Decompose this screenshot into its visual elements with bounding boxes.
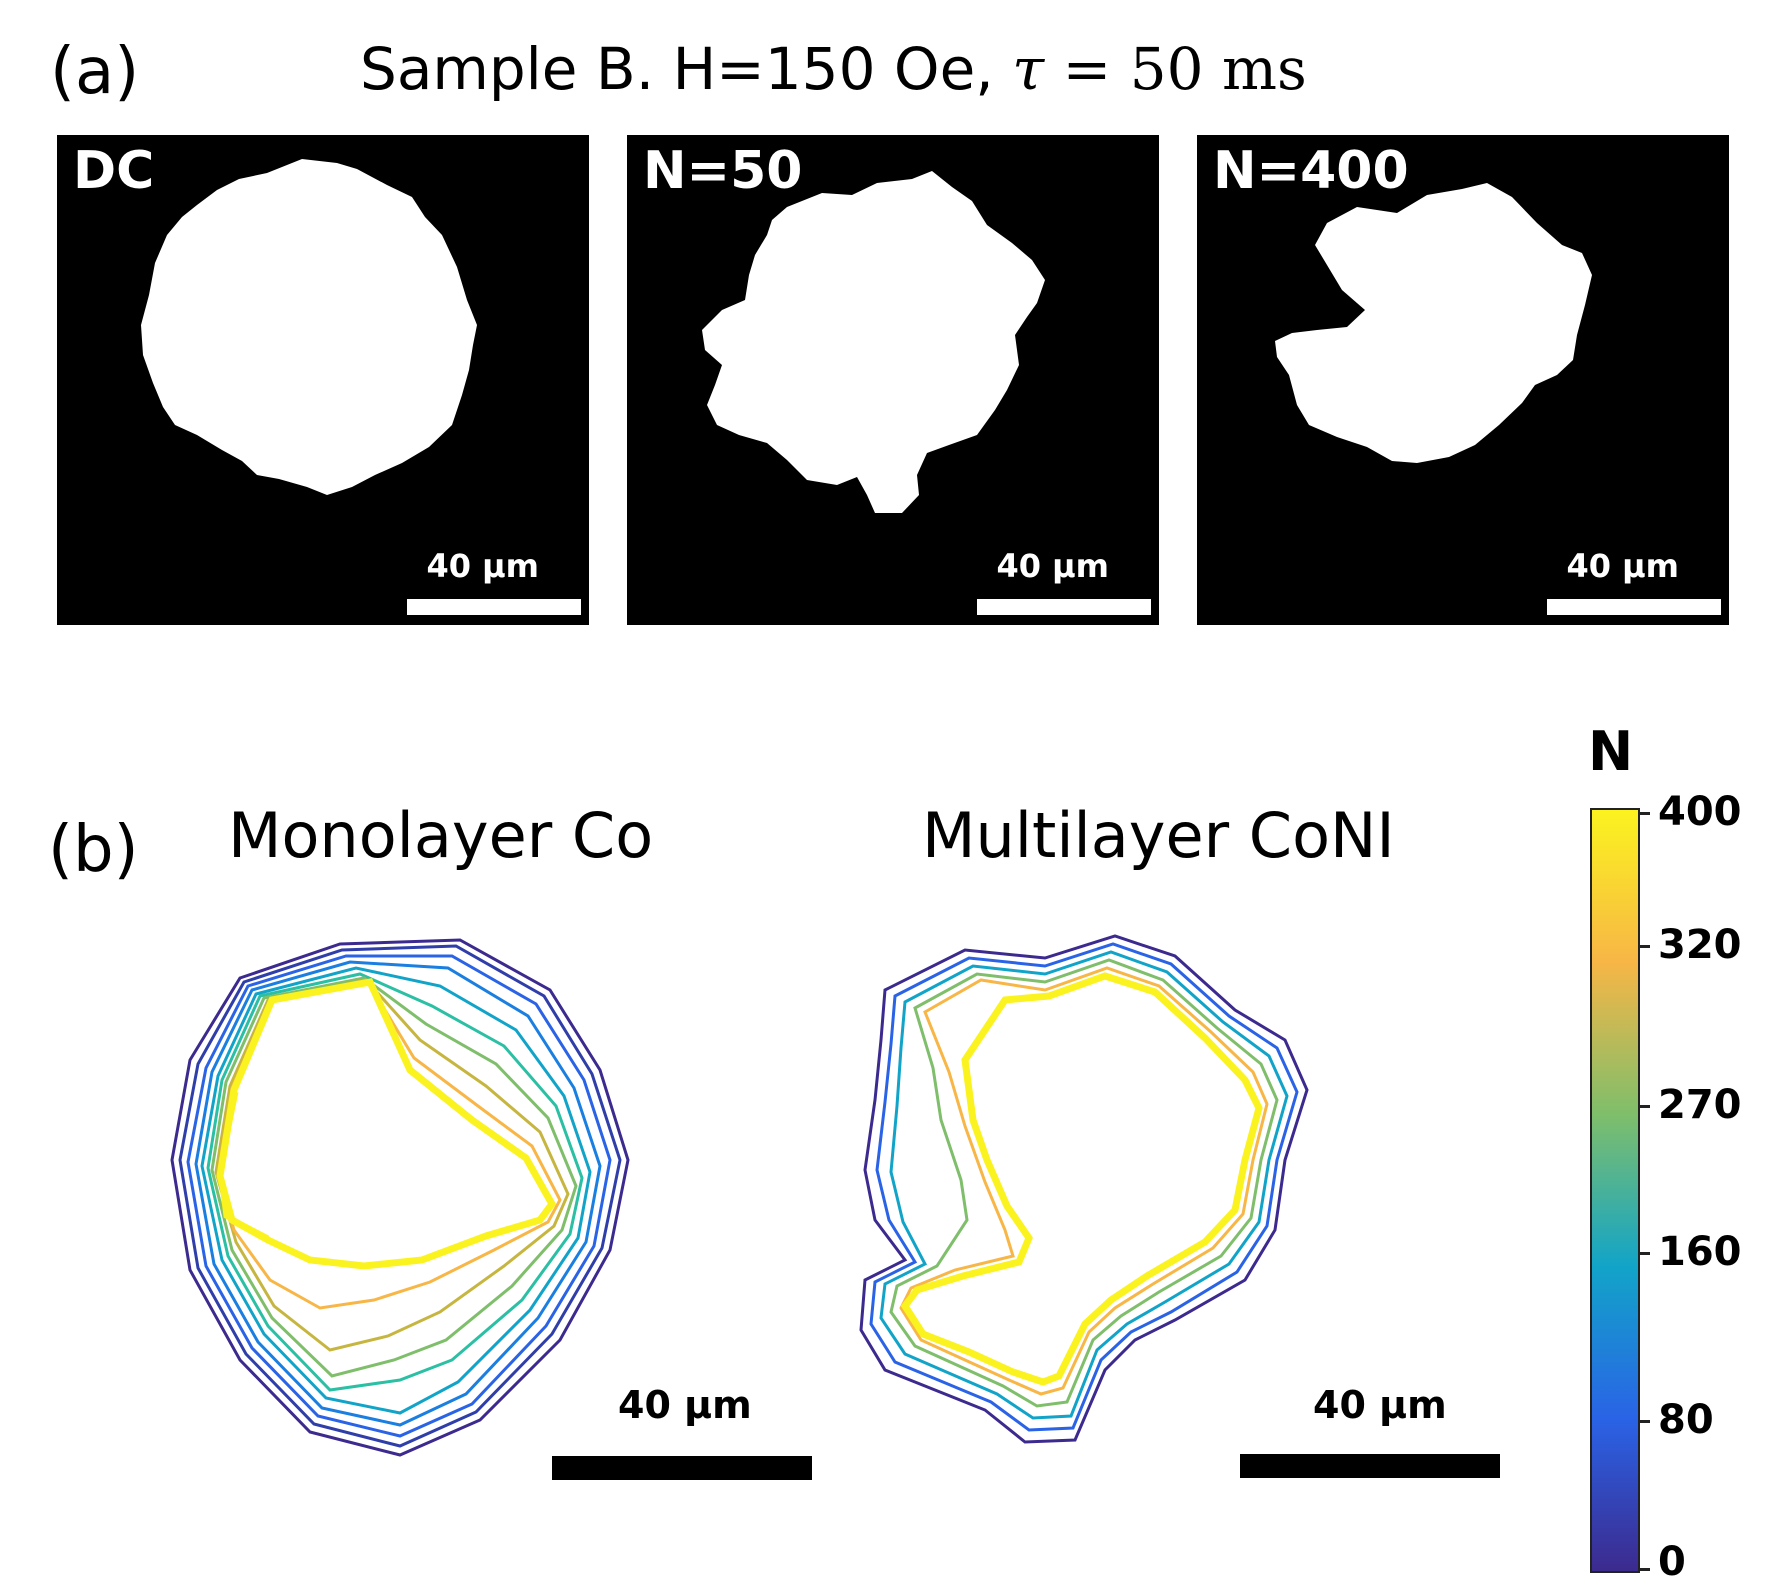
monolayer-title: Monolayer Co (228, 799, 654, 872)
scale-bar-n50 (977, 599, 1151, 615)
colorbar-tick (1640, 1105, 1650, 1108)
domain-shape-n50 (702, 171, 1045, 513)
monolayer-scale-bar (552, 1456, 812, 1480)
scale-bar-dc (407, 599, 581, 615)
scale-bar-n400 (1547, 599, 1721, 615)
colorbar-tick-label: 80 (1658, 1397, 1714, 1443)
colorbar-tick-label: 0 (1658, 1539, 1686, 1585)
colorbar-tick-label: 400 (1658, 789, 1742, 835)
panel-a-title-prefix: Sample B. H=150 Oe, (360, 35, 1013, 103)
tau-symbol: τ (1012, 35, 1045, 103)
colorbar-title: N (1588, 720, 1634, 783)
colorbar-tick (1640, 812, 1650, 815)
monolayer-scale-label: 40 μm (618, 1383, 752, 1427)
colorbar-tick (1640, 1252, 1650, 1255)
multilayer-scale-label: 40 μm (1313, 1383, 1447, 1427)
colorbar-tick (1640, 1568, 1650, 1571)
domain-image-n400: N=400 40 μm (1197, 135, 1729, 625)
multilayer-scale-bar (1240, 1454, 1500, 1478)
panel-tag-dc: DC (73, 141, 155, 201)
colorbar-tick (1640, 1420, 1650, 1423)
panel-b-label: (b) (48, 813, 139, 887)
domain-image-n50: N=50 40 μm (627, 135, 1159, 625)
colorbar-tick-label: 320 (1658, 922, 1742, 968)
panel-a-title: Sample B. H=150 Oe, τ = 50 ms (360, 40, 1307, 98)
panel-tag-n50: N=50 (643, 141, 803, 201)
domain-image-dc: DC 40 μm (57, 135, 589, 625)
multilayer-contours (845, 920, 1365, 1480)
domain-shape-dc (141, 159, 477, 495)
scale-label-dc: 40 μm (426, 547, 539, 585)
scale-label-n50: 40 μm (996, 547, 1109, 585)
panel-a-title-suffix: = 50 ms (1044, 35, 1307, 103)
colorbar-tick-label: 270 (1658, 1082, 1742, 1128)
multilayer-title: Multilayer CoNI (922, 799, 1395, 872)
panel-a-label: (a) (50, 35, 140, 109)
colorbar-tick-label: 160 (1658, 1229, 1742, 1275)
domain-shape-n400 (1275, 183, 1592, 463)
panel-tag-n400: N=400 (1213, 141, 1409, 201)
scale-label-n400: 40 μm (1566, 547, 1679, 585)
colorbar-tick (1640, 945, 1650, 948)
multilayer-contour-plot (859, 934, 1309, 1444)
monolayer-contours (160, 920, 680, 1480)
monolayer-contour-plot (170, 938, 630, 1457)
colorbar (1590, 808, 1640, 1573)
